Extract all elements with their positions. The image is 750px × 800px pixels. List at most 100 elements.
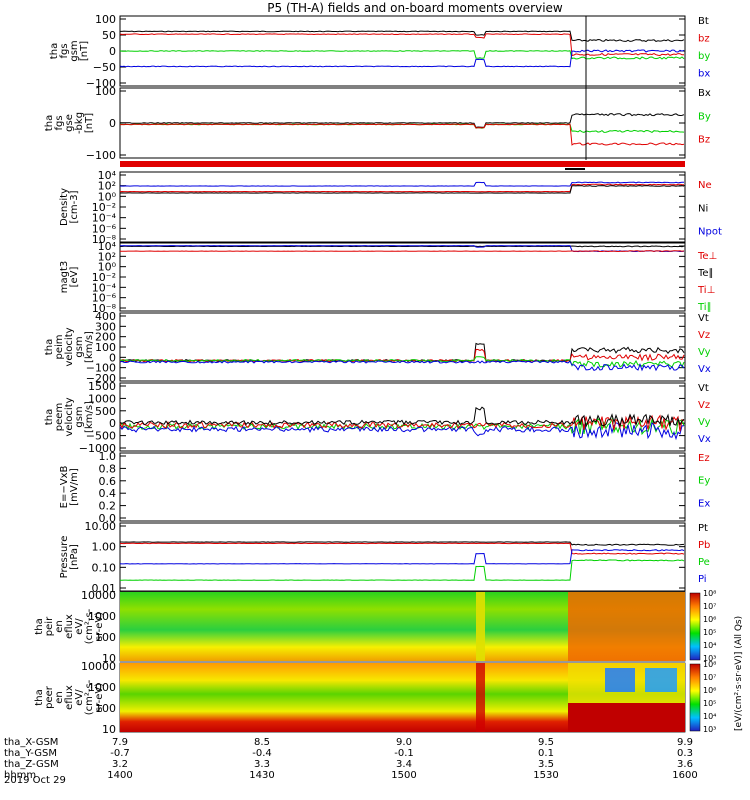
legend-Pb: Pb [698, 540, 710, 551]
ytick-label: 10000 [81, 660, 116, 673]
ylabel-line: tha [34, 618, 45, 634]
legend-Vt: Vt [698, 383, 709, 394]
legend-Bt: Bt [698, 16, 709, 27]
legend-Bz: Bz [698, 135, 710, 146]
trace [119, 50, 685, 60]
trace [120, 30, 685, 43]
ytick-label: 1000 [88, 610, 116, 623]
ytick-label: 10² [98, 250, 116, 263]
ytick-label: 300 [95, 320, 116, 333]
ytick-label: 10⁻⁶ [92, 292, 117, 305]
ytick-label: 100 [95, 341, 116, 354]
ytick-label: 10⁰ [98, 261, 117, 274]
legend-By: By [698, 111, 711, 122]
ylabel-line: [mV/m] [69, 468, 80, 506]
ephemeris-value: 1500 [391, 770, 416, 781]
ylabel-line: tha [44, 115, 55, 131]
ephemeris-value: 1600 [672, 770, 697, 781]
ephemeris-value: 1400 [107, 770, 132, 781]
ytick-label: 10 [102, 723, 116, 736]
ytick-label: −1000 [79, 442, 116, 455]
ylabel-line: velocity [64, 327, 75, 366]
legend-bz: bz [698, 34, 710, 45]
legend-Ne: Ne [698, 180, 712, 191]
ephemeris-value: -0.1 [394, 748, 414, 759]
ephemeris-value: -0.4 [252, 748, 272, 759]
ylabel-line: gse [64, 114, 75, 132]
ephemeris-value: 3.4 [396, 759, 412, 770]
ytick-label: −100 [86, 149, 116, 162]
legend-Ti⊥: Ti⊥ [697, 285, 715, 296]
ephemeris-label: tha_X-GSM [4, 737, 58, 748]
ylabel-line: peem [54, 403, 65, 431]
ylabel-line: gsm [74, 336, 85, 357]
ephemeris-value: 1530 [533, 770, 558, 781]
ytick-label: −100 [86, 362, 116, 375]
ylabel-line: [km/s] [84, 331, 95, 363]
legend-Te⊥: Te⊥ [697, 251, 717, 262]
trace [119, 356, 685, 368]
legend-Ex: Ex [698, 498, 710, 509]
ylabel-line: E=−VxB [59, 466, 70, 509]
colorbar-tick: 10⁶ [703, 615, 716, 624]
colorbar-tick: 10³ [703, 725, 716, 734]
ytick-label: 0 [109, 417, 116, 430]
ytick-label: 10⁴ [98, 240, 117, 253]
electron-spectrogram [120, 663, 685, 732]
colorbar-tick: 10⁵ [703, 628, 716, 637]
ytick-label: 10⁻² [92, 201, 116, 214]
colorbar-tick: 10⁴ [703, 641, 716, 650]
ylabel-line: (cm²-s- [84, 679, 95, 715]
date-label: 2019 Oct 29 [4, 775, 66, 786]
legend-Ey: Ey [698, 476, 710, 487]
mode-bar [120, 161, 685, 167]
ylabel-line: eV/ [74, 618, 85, 635]
ylabel-line: eflux [64, 614, 75, 639]
ylabel-line: tha [34, 689, 45, 705]
trace [120, 245, 685, 248]
ytick-label: 1000 [88, 681, 116, 694]
legend-Vy: Vy [698, 417, 711, 428]
colorbar-tick: 10⁸ [703, 589, 716, 598]
ephemeris-label: tha_Z-GSM [4, 759, 59, 770]
ylabel-line: sr-eV) [94, 683, 105, 712]
ytick-label: 0.6 [99, 475, 117, 488]
ytick-label: 100 [95, 85, 116, 98]
ytick-label: 100 [95, 13, 116, 26]
ytick-label: 100 [95, 702, 116, 715]
ytick-label: −500 [86, 430, 116, 443]
colorbar-tick: 10³ [703, 654, 716, 663]
legend-Pt: Pt [698, 523, 708, 534]
trace [119, 549, 685, 565]
ytick-label: 0 [109, 45, 116, 58]
legend-Ni: Ni [698, 203, 708, 214]
ylabel-line: en [54, 691, 65, 704]
ytick-label: 10⁻⁶ [92, 222, 117, 235]
ytick-label: 400 [95, 310, 116, 323]
ytick-label: 500 [95, 405, 116, 418]
colorbar-label: [eV/(cm²·s·sr·eV)] (All Qs) [734, 616, 744, 731]
ylabel-line: eV/ [74, 689, 85, 706]
ylabel-line: velocity [64, 397, 75, 436]
panel-7: 1.00.80.60.40.20.0 E=−VxB [mV/m] Ez Ey Ex [59, 450, 710, 525]
ylabel-line: tha [49, 43, 60, 59]
ylabel-line: (cm²-s- [84, 608, 95, 644]
trace [119, 49, 685, 68]
ytick-label: 10⁴ [98, 169, 117, 182]
ylabel-line: [cm-3] [69, 190, 80, 223]
ephemeris-value: 0.1 [538, 748, 554, 759]
ephemeris-value: -0.7 [110, 748, 130, 759]
ephemeris-value: 9.9 [677, 737, 693, 748]
ylabel-line: Density [59, 188, 70, 226]
legend-Vt: Vt [698, 313, 709, 324]
ytick-label: 0.10 [92, 561, 117, 574]
ytick-label: 0.8 [99, 462, 117, 475]
ytick-label: 10² [98, 180, 116, 193]
ytick-label: 1.00 [92, 541, 117, 554]
ylabel-line: [nPa] [69, 544, 80, 570]
